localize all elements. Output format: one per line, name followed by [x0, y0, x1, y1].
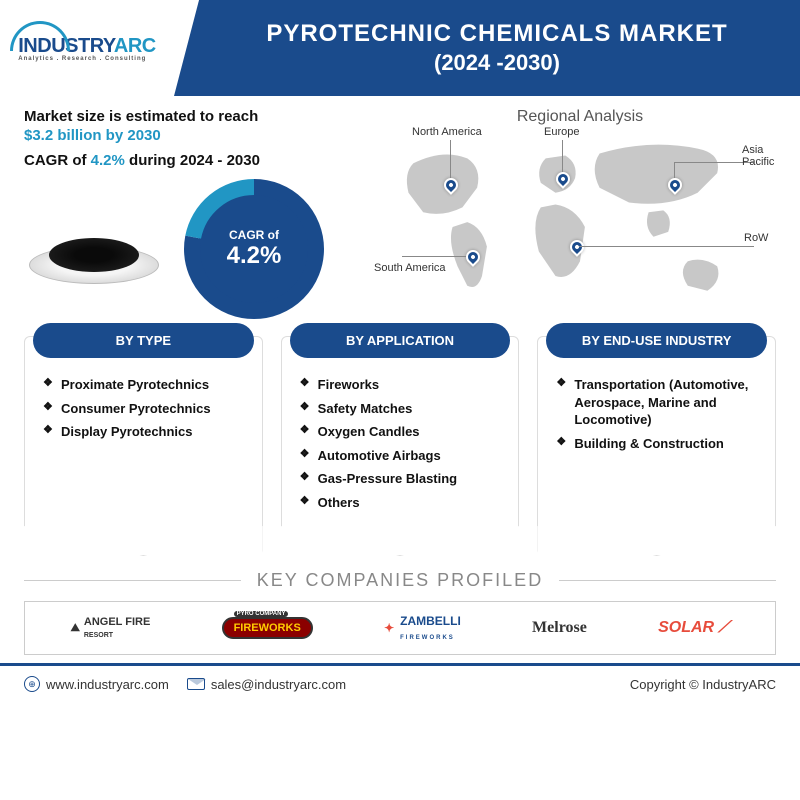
- visual-row: CAGR of 4.2%: [24, 179, 384, 319]
- cagr-value: 4.2%: [91, 152, 125, 169]
- card-enduse-header: BY END-USE INDUSTRY: [546, 323, 767, 358]
- company-solar: SOLAR⟋: [658, 619, 729, 637]
- logo-sub: Analytics . Research . Consulting: [18, 56, 156, 62]
- list-item: Display Pyrotechnics: [43, 423, 248, 441]
- donut-center: CAGR of 4.2%: [184, 179, 324, 319]
- leader-eu: [562, 140, 563, 172]
- footer-left: ⊕ www.industryarc.com sales@industryarc.…: [24, 676, 346, 692]
- list-item: Others: [300, 494, 505, 512]
- list-item: Gas-Pressure Blasting: [300, 470, 505, 488]
- company-fireworks: PYRO COMPANY FIREWORKS: [222, 617, 313, 639]
- company-melrose: Melrose: [532, 619, 587, 637]
- list-item: Automotive Airbags: [300, 447, 505, 465]
- label-row: RoW: [744, 232, 768, 244]
- cagr-prefix: CAGR of: [24, 152, 91, 169]
- donut-label: CAGR of: [229, 228, 279, 242]
- card-type-header: BY TYPE: [33, 323, 254, 358]
- cagr-donut: CAGR of 4.2%: [184, 179, 324, 319]
- top-section: Market size is estimated to reach $3.2 b…: [0, 96, 800, 330]
- email-text: sales@industryarc.com: [211, 677, 346, 692]
- segment-cards: BY TYPE Proximate Pyrotechnics Consumer …: [0, 330, 800, 568]
- card-enduse: BY END-USE INDUSTRY Transportation (Auto…: [537, 336, 776, 556]
- companies-title: KEY COMPANIES PROFILED: [24, 570, 776, 591]
- donut-value: 4.2%: [227, 242, 282, 270]
- label-ap: Asia Pacific: [742, 144, 782, 168]
- list-item: Building & Construction: [556, 435, 761, 453]
- footer-copyright: Copyright © IndustryARC: [630, 677, 776, 692]
- companies-section: KEY COMPANIES PROFILED ⛰ ANGEL FIRERESOR…: [0, 568, 800, 663]
- card-application: BY APPLICATION Fireworks Safety Matches …: [281, 336, 520, 556]
- logo: INDUSTRYARC Analytics . Research . Consu…: [18, 35, 156, 62]
- list-item: Oxygen Candles: [300, 423, 505, 441]
- market-value: $3.2 billion by 2030: [24, 127, 384, 144]
- card-type: BY TYPE Proximate Pyrotechnics Consumer …: [24, 336, 263, 556]
- logo-area: INDUSTRYARC Analytics . Research . Consu…: [0, 0, 174, 96]
- product-image: [24, 204, 164, 294]
- card-type-list: Proximate Pyrotechnics Consumer Pyrotech…: [25, 376, 262, 471]
- footer: ⊕ www.industryarc.com sales@industryarc.…: [0, 663, 800, 702]
- market-summary: Market size is estimated to reach $3.2 b…: [24, 108, 384, 322]
- map-icon: [384, 132, 776, 322]
- world-map: North America Europe Asia Pacific RoW So…: [384, 132, 776, 322]
- logo-accent: ARC: [114, 35, 156, 57]
- card-enduse-list: Transportation (Automotive, Aerospace, M…: [538, 376, 775, 482]
- list-item: Safety Matches: [300, 400, 505, 418]
- dish-powder-icon: [49, 238, 139, 272]
- cagr-line: CAGR of 4.2% during 2024 - 2030: [24, 152, 384, 169]
- mail-icon: [187, 678, 205, 690]
- regional-analysis: Regional Analysis: [384, 108, 776, 322]
- leader-na: [450, 140, 451, 178]
- spark-icon: [384, 621, 396, 635]
- title-bar: PYROTECHNIC CHEMICALS MARKET (2024 -2030…: [174, 0, 800, 96]
- angel-icon: ⛰: [71, 622, 80, 635]
- title-line2: (2024 -2030): [434, 50, 560, 76]
- cagr-suffix: during 2024 - 2030: [125, 152, 260, 169]
- card-app-header: BY APPLICATION: [290, 323, 511, 358]
- label-sa: South America: [374, 262, 446, 274]
- footer-email: sales@industryarc.com: [187, 677, 346, 692]
- leader-sa-h: [402, 256, 466, 257]
- list-item: Fireworks: [300, 376, 505, 394]
- footer-website: ⊕ www.industryarc.com: [24, 676, 169, 692]
- market-intro: Market size is estimated to reach: [24, 108, 384, 125]
- list-item: Transportation (Automotive, Aerospace, M…: [556, 376, 761, 429]
- regional-title: Regional Analysis: [384, 108, 776, 126]
- logo-swoosh-icon: [10, 21, 70, 51]
- list-item: Proximate Pyrotechnics: [43, 376, 248, 394]
- leader-ap-v: [674, 162, 675, 178]
- company-angelfire: ⛰ ANGEL FIRERESORT: [71, 616, 151, 640]
- card-app-list: Fireworks Safety Matches Oxygen Candles …: [282, 376, 519, 541]
- header: INDUSTRYARC Analytics . Research . Consu…: [0, 0, 800, 96]
- globe-icon: ⊕: [24, 676, 40, 692]
- website-text: www.industryarc.com: [46, 677, 169, 692]
- label-na: North America: [412, 126, 482, 138]
- label-eu: Europe: [544, 126, 579, 138]
- list-item: Consumer Pyrotechnics: [43, 400, 248, 418]
- companies-row: ⛰ ANGEL FIRERESORT PYRO COMPANY FIREWORK…: [24, 601, 776, 655]
- leader-row-h: [579, 246, 754, 247]
- company-zambelli: ZAMBELLIFIREWORKS: [384, 614, 461, 642]
- title-line1: PYROTECHNIC CHEMICALS MARKET: [266, 20, 727, 48]
